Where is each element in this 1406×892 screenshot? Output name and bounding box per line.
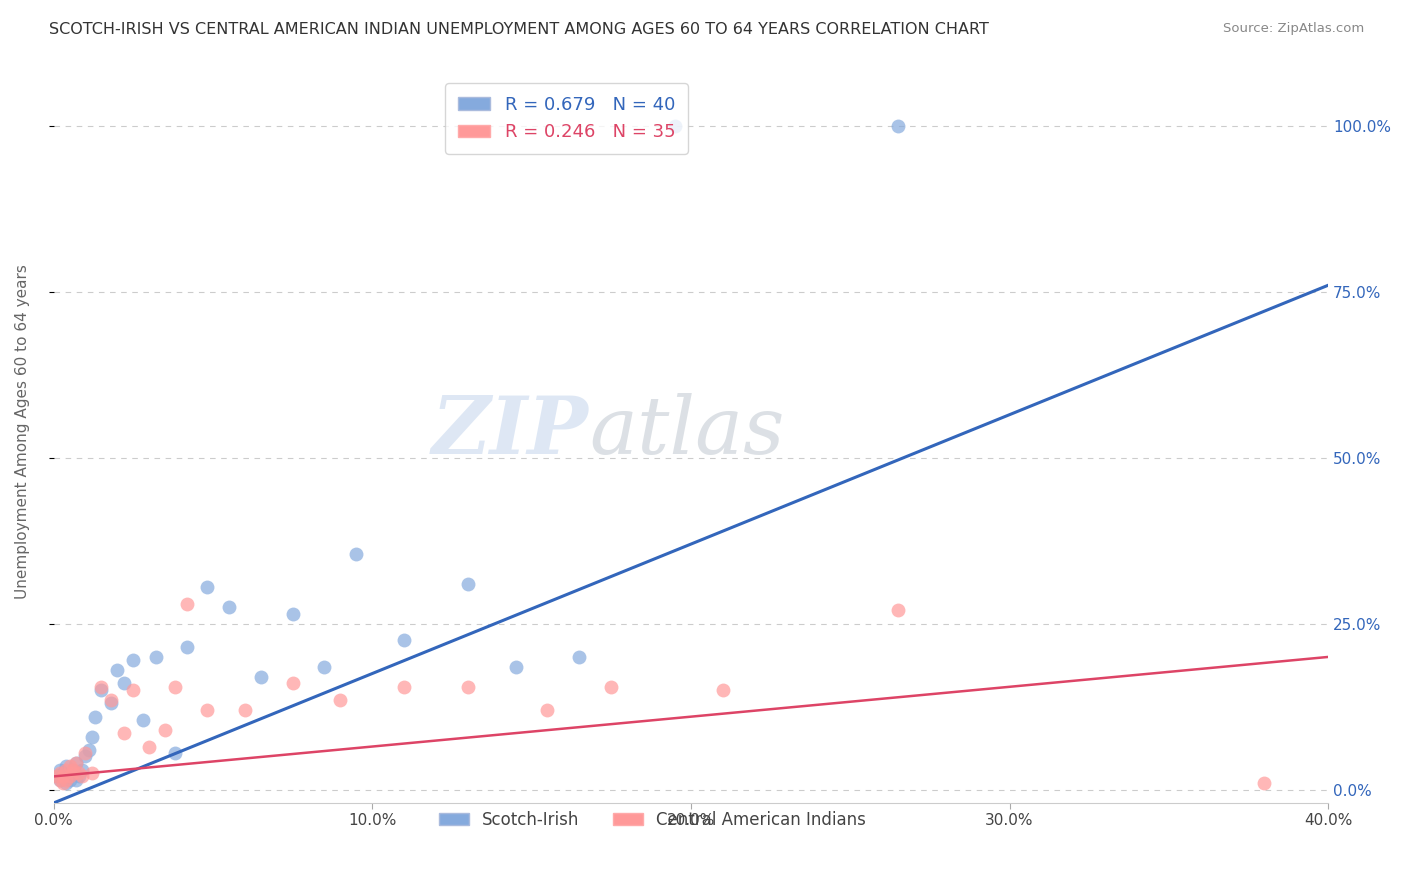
Legend: Scotch-Irish, Central American Indians: Scotch-Irish, Central American Indians <box>433 805 873 836</box>
Point <box>132 713 155 727</box>
Point <box>138 739 160 754</box>
Point <box>90 680 112 694</box>
Point <box>75 746 97 760</box>
Point <box>457 577 479 591</box>
Point <box>55 776 77 790</box>
Point <box>218 600 240 615</box>
Point <box>58 769 80 783</box>
Point <box>49 763 72 777</box>
Point <box>45 769 67 783</box>
Point <box>84 709 107 723</box>
Point <box>163 680 186 694</box>
Point <box>163 746 186 760</box>
Point <box>49 772 72 787</box>
Point <box>314 660 336 674</box>
Point <box>67 769 90 783</box>
Point <box>49 766 72 780</box>
Point <box>52 766 75 780</box>
Point <box>281 607 304 621</box>
Point <box>100 697 122 711</box>
Point <box>176 597 198 611</box>
Point <box>176 640 198 654</box>
Point <box>249 670 271 684</box>
Y-axis label: Unemployment Among Ages 60 to 64 years: Unemployment Among Ages 60 to 64 years <box>15 264 30 599</box>
Text: ZIP: ZIP <box>432 392 589 470</box>
Point <box>329 693 352 707</box>
Text: Source: ZipAtlas.com: Source: ZipAtlas.com <box>1223 22 1364 36</box>
Point <box>65 756 87 771</box>
Point <box>887 119 910 133</box>
Point <box>457 680 479 694</box>
Point <box>45 769 67 783</box>
Point <box>600 680 623 694</box>
Point <box>52 769 75 783</box>
Text: atlas: atlas <box>589 392 785 470</box>
Point <box>112 676 135 690</box>
Point <box>62 766 84 780</box>
Point <box>281 676 304 690</box>
Point <box>153 723 176 737</box>
Point <box>100 693 122 707</box>
Text: SCOTCH-IRISH VS CENTRAL AMERICAN INDIAN UNEMPLOYMENT AMONG AGES 60 TO 64 YEARS C: SCOTCH-IRISH VS CENTRAL AMERICAN INDIAN … <box>49 22 988 37</box>
Point <box>58 772 80 787</box>
Point <box>145 649 167 664</box>
Point <box>65 756 87 771</box>
Point <box>505 660 527 674</box>
Point <box>568 649 591 664</box>
Point <box>77 743 100 757</box>
Point <box>344 547 367 561</box>
Point <box>62 766 84 780</box>
Point <box>392 633 415 648</box>
Point <box>1253 776 1275 790</box>
Point <box>62 763 84 777</box>
Point <box>233 703 256 717</box>
Point <box>392 680 415 694</box>
Point <box>536 703 558 717</box>
Point <box>62 763 84 777</box>
Point <box>195 703 218 717</box>
Point <box>52 769 75 783</box>
Point <box>58 759 80 773</box>
Point <box>90 683 112 698</box>
Point <box>711 683 734 698</box>
Point <box>664 119 686 133</box>
Point <box>112 726 135 740</box>
Point <box>887 603 910 617</box>
Point <box>55 759 77 773</box>
Point <box>72 763 94 777</box>
Point <box>80 730 103 744</box>
Point <box>49 772 72 787</box>
Point <box>67 766 90 780</box>
Point <box>55 763 77 777</box>
Point <box>75 749 97 764</box>
Point <box>65 772 87 787</box>
Point <box>122 683 145 698</box>
Point <box>195 580 218 594</box>
Point <box>80 766 103 780</box>
Point <box>55 772 77 787</box>
Point <box>105 663 128 677</box>
Point <box>52 776 75 790</box>
Point <box>72 769 94 783</box>
Point <box>58 769 80 783</box>
Point <box>122 653 145 667</box>
